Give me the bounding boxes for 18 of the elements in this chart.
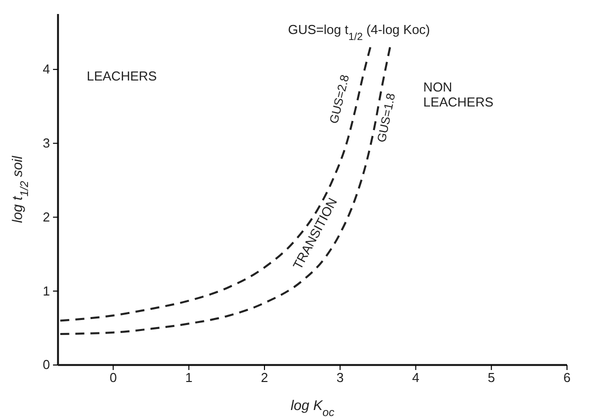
annotation: NON LEACHERS <box>423 80 494 110</box>
text: GUS=1.8 <box>374 92 398 144</box>
x-tick-label: 0 <box>110 370 117 386</box>
x-axis-title: log K$_{oc}$ <box>290 397 335 418</box>
x-tick-label: 2 <box>260 370 268 386</box>
y-tick-label: 2 <box>42 209 50 224</box>
annotation: LEACHERS <box>86 68 158 84</box>
x-tick-label: 3 <box>336 370 344 386</box>
y-tick-label: 3 <box>42 135 50 150</box>
text: GUS=2.8 <box>326 73 352 125</box>
y-tick-label: 0 <box>42 357 50 372</box>
y-tick-label: 4 <box>42 62 50 77</box>
y-tick-label: 1 <box>42 283 50 298</box>
x-tick-label: 5 <box>488 370 495 386</box>
x-tick-label: 6 <box>563 370 571 386</box>
x-tick-label: 1 <box>185 370 192 386</box>
annotation: GUS=log t$_{1/2}$ (4-log Koc) <box>288 22 430 42</box>
x-tick-label: 4 <box>412 370 420 386</box>
